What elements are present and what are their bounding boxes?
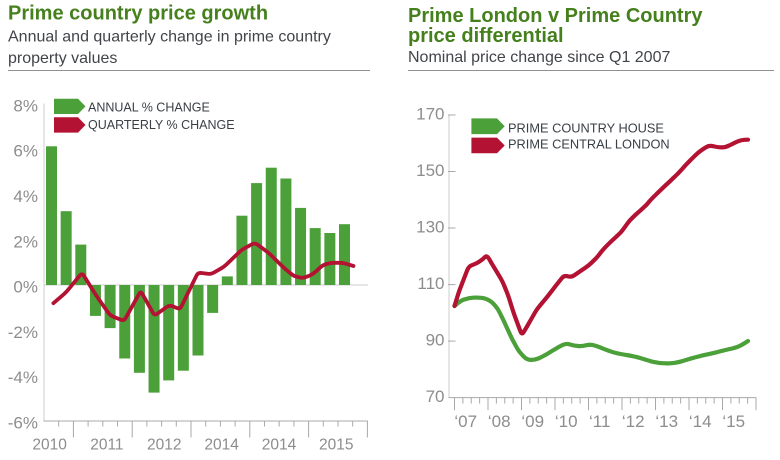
svg-text:150: 150	[416, 161, 444, 180]
svg-text:‘07: ‘07	[454, 412, 477, 431]
svg-text:2%: 2%	[13, 232, 38, 251]
svg-text:110: 110	[417, 274, 444, 293]
svg-text:‘08: ‘08	[488, 412, 511, 431]
svg-text:‘15: ‘15	[722, 412, 745, 431]
svg-text:130: 130	[416, 217, 444, 236]
svg-text:2014: 2014	[262, 437, 297, 454]
svg-text:2015: 2015	[319, 437, 353, 454]
svg-text:PRIME COUNTRY HOUSE: PRIME COUNTRY HOUSE	[508, 121, 664, 136]
svg-text:Prime London v Prime Country: Prime London v Prime Country	[408, 5, 703, 27]
svg-text:Prime country price growth: Prime country price growth	[8, 2, 268, 24]
svg-text:2014: 2014	[204, 437, 239, 454]
svg-text:‘14: ‘14	[689, 412, 712, 431]
svg-text:‘09: ‘09	[521, 412, 544, 431]
svg-text:‘13: ‘13	[655, 412, 678, 431]
svg-text:-4%: -4%	[8, 368, 38, 387]
svg-text:property values: property values	[8, 50, 117, 67]
svg-text:-6%: -6%	[8, 414, 38, 433]
svg-text:90: 90	[426, 331, 445, 350]
svg-text:-2%: -2%	[8, 323, 38, 342]
svg-text:4%: 4%	[13, 187, 38, 206]
svg-text:ANNUAL % CHANGE: ANNUAL % CHANGE	[88, 100, 210, 114]
svg-text:price differential: price differential	[408, 25, 564, 47]
svg-text:2011: 2011	[90, 437, 123, 454]
svg-text:‘11: ‘11	[589, 412, 610, 431]
svg-text:Annual and quarterly change in: Annual and quarterly change in prime cou…	[8, 29, 331, 46]
svg-text:PRIME CENTRAL LONDON: PRIME CENTRAL LONDON	[508, 137, 670, 152]
svg-text:QUARTERLY % CHANGE: QUARTERLY % CHANGE	[88, 118, 235, 132]
svg-text:8%: 8%	[13, 96, 38, 115]
svg-text:0%: 0%	[13, 278, 38, 297]
svg-text:Nominal price change since Q1: Nominal price change since Q1 2007	[408, 49, 670, 66]
svg-text:6%: 6%	[13, 142, 38, 161]
svg-text:70: 70	[426, 387, 445, 406]
svg-text:2012: 2012	[147, 437, 181, 454]
svg-text:‘10: ‘10	[555, 412, 578, 431]
svg-text:2010: 2010	[32, 437, 67, 454]
svg-text:170: 170	[416, 104, 444, 123]
svg-text:‘12: ‘12	[622, 412, 645, 431]
